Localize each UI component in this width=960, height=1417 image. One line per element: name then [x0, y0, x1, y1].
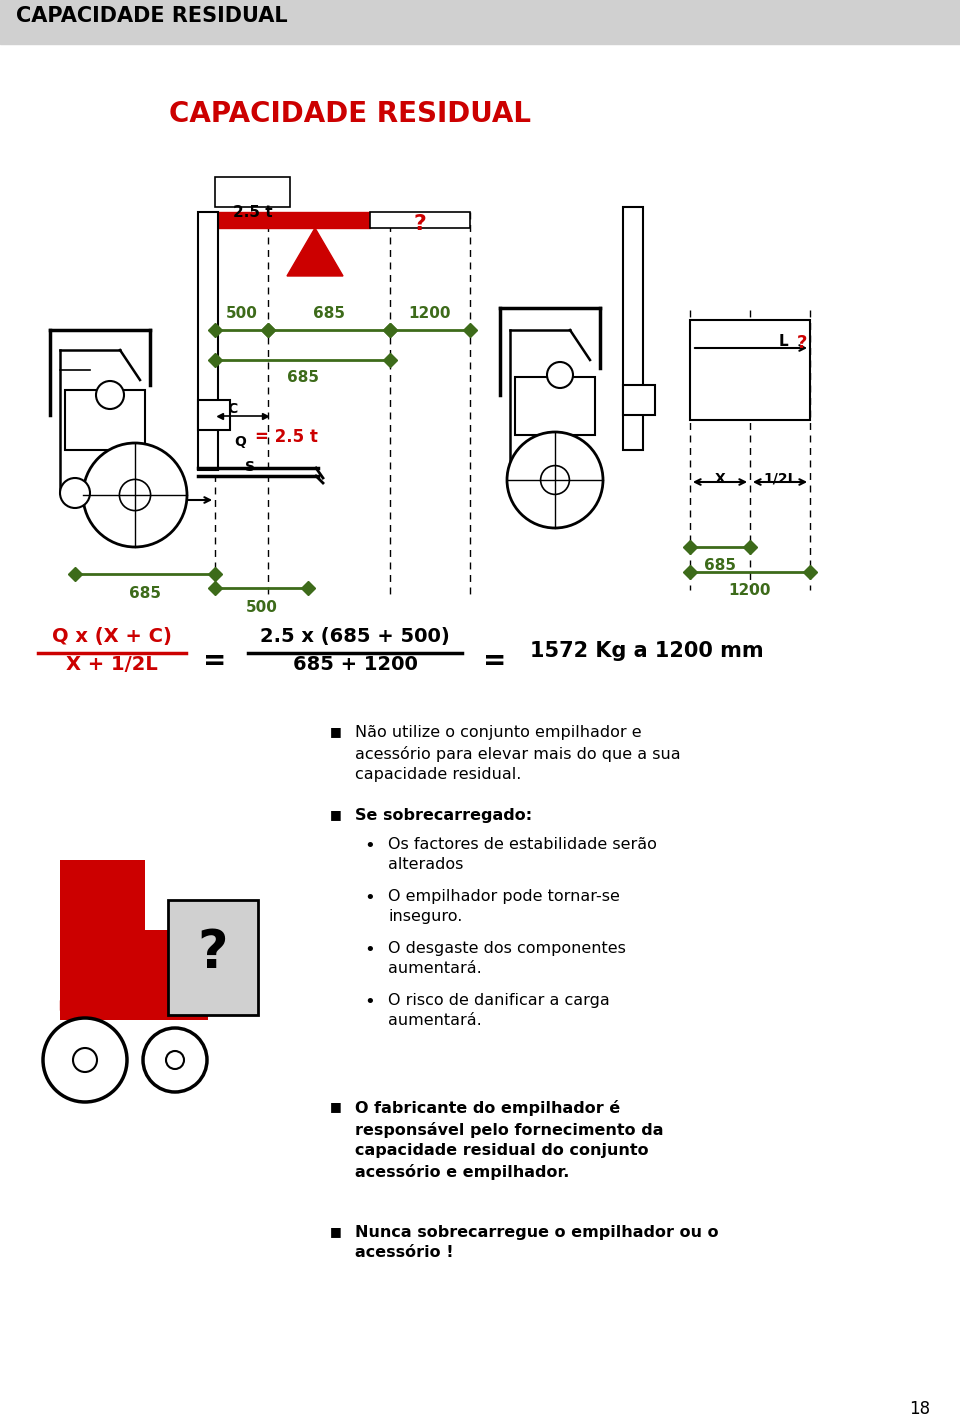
Text: O desgaste dos componentes
aumentará.: O desgaste dos componentes aumentará. — [388, 941, 626, 976]
Text: =: = — [483, 648, 507, 674]
Polygon shape — [287, 228, 343, 276]
Bar — [60, 1000, 190, 1010]
Circle shape — [43, 1017, 127, 1102]
Circle shape — [60, 478, 90, 509]
Text: •: • — [365, 888, 375, 907]
Circle shape — [166, 1051, 184, 1068]
Circle shape — [143, 1027, 207, 1093]
Text: = 2.5 t: = 2.5 t — [255, 428, 318, 446]
Text: 2.5 t: 2.5 t — [232, 205, 273, 220]
Text: 1572 Kg a 1200 mm: 1572 Kg a 1200 mm — [530, 640, 763, 660]
Text: Q x (X + C): Q x (X + C) — [52, 626, 172, 646]
Bar — [370, 213, 470, 228]
Circle shape — [83, 444, 187, 547]
Text: ■: ■ — [330, 808, 342, 820]
Circle shape — [73, 1049, 97, 1073]
Text: S: S — [245, 461, 255, 475]
Bar — [198, 213, 218, 470]
Text: Nunca sobrecarregue o empilhador ou o
acessório !: Nunca sobrecarregue o empilhador ou o ac… — [355, 1226, 719, 1260]
Text: Q: Q — [234, 435, 246, 449]
Text: •: • — [365, 837, 375, 854]
Bar — [198, 400, 230, 429]
Bar — [168, 900, 258, 1015]
Bar — [0, 0, 960, 44]
Text: ■: ■ — [330, 726, 342, 738]
Text: ?: ? — [414, 214, 426, 234]
Circle shape — [96, 381, 124, 410]
Text: Não utilize o conjunto empilhador e
acessório para elevar mais do que a sua
capa: Não utilize o conjunto empilhador e aces… — [355, 726, 681, 782]
Text: 685: 685 — [129, 587, 161, 601]
Text: ■: ■ — [330, 1226, 342, 1238]
Bar — [60, 930, 190, 1020]
Text: O empilhador pode tornar-se
inseguro.: O empilhador pode tornar-se inseguro. — [388, 888, 620, 924]
Text: X: X — [169, 492, 180, 507]
Circle shape — [540, 466, 569, 495]
Text: •: • — [365, 941, 375, 959]
Bar — [190, 900, 208, 1020]
Text: ?: ? — [198, 927, 228, 979]
Circle shape — [507, 432, 603, 529]
Bar — [65, 390, 145, 451]
Text: X + 1/2L: X + 1/2L — [66, 655, 157, 674]
Text: CAPACIDADE RESIDUAL: CAPACIDADE RESIDUAL — [169, 101, 531, 128]
Bar — [623, 385, 655, 415]
Text: 1200: 1200 — [729, 582, 771, 598]
Text: 500: 500 — [246, 599, 277, 615]
Text: X: X — [714, 472, 726, 486]
Text: CAPACIDADE RESIDUAL: CAPACIDADE RESIDUAL — [16, 6, 288, 26]
Text: 685: 685 — [313, 306, 345, 322]
Text: O risco de danificar a carga
aumentará.: O risco de danificar a carga aumentará. — [388, 993, 610, 1029]
Bar — [515, 377, 595, 435]
Bar — [215, 177, 290, 207]
Bar — [215, 213, 370, 228]
Text: ?: ? — [797, 334, 807, 351]
Text: •: • — [365, 993, 375, 1010]
Bar — [690, 320, 810, 419]
Text: 1/2L: 1/2L — [763, 472, 797, 486]
Text: 18: 18 — [909, 1400, 930, 1417]
Text: 685: 685 — [704, 558, 736, 572]
Text: 2.5 x (685 + 500): 2.5 x (685 + 500) — [260, 626, 450, 646]
Text: =: = — [204, 648, 227, 674]
Text: ■: ■ — [330, 1100, 342, 1112]
Text: L: L — [779, 334, 788, 349]
Text: Se sobrecarregado:: Se sobrecarregado: — [355, 808, 532, 823]
Text: 1200: 1200 — [409, 306, 451, 322]
Text: 500: 500 — [226, 306, 257, 322]
Bar — [623, 207, 643, 451]
Text: 685 + 1200: 685 + 1200 — [293, 655, 418, 674]
Text: Os factores de estabilidade serão
alterados: Os factores de estabilidade serão altera… — [388, 837, 657, 873]
Text: 685: 685 — [286, 370, 319, 385]
Text: O fabricante do empilhador é
responsável pelo fornecimento da
capacidade residua: O fabricante do empilhador é responsável… — [355, 1100, 663, 1180]
Circle shape — [547, 361, 573, 388]
Bar — [60, 860, 145, 939]
Circle shape — [119, 479, 151, 510]
Text: C: C — [227, 402, 237, 417]
